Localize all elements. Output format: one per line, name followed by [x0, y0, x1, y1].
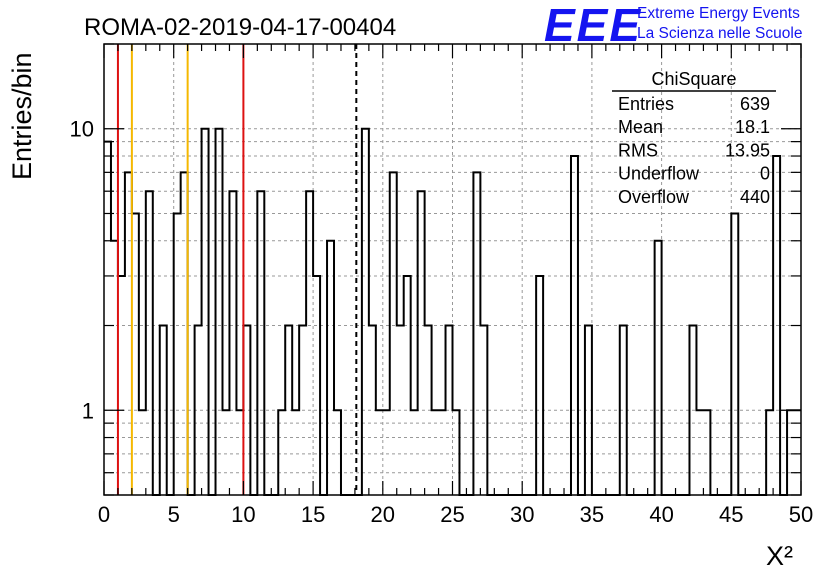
x-axis-label: X² — [766, 541, 793, 571]
stats-value: 440 — [740, 187, 770, 207]
y-tick-label: 10 — [70, 117, 94, 142]
x-tick-label: 30 — [510, 502, 534, 527]
eee-logo: EEE — [544, 0, 642, 51]
stats-label: Overflow — [618, 187, 690, 207]
axes-layer: 0 5 10 15 20 25 30 35 40 45 50 1 10 — [70, 43, 813, 527]
stats-value: 639 — [740, 94, 770, 114]
x-tick-label: 25 — [440, 502, 464, 527]
x-tick-label: 45 — [719, 502, 743, 527]
x-tick-label: 10 — [231, 502, 255, 527]
reference-lines-layer — [116, 44, 358, 495]
logo-line1: Extreme Energy Events — [637, 5, 800, 22]
stats-box: ChiSquare Entries 639 Mean 18.1 RMS 13.95 Under… — [612, 69, 776, 207]
x-tick-label: 15 — [301, 502, 325, 527]
stats-value: 0 — [760, 164, 770, 184]
x-tick-label: 50 — [789, 502, 813, 527]
run-title: ROMA-02-2019-04-17-00404 — [84, 14, 396, 41]
stats-label: Mean — [618, 117, 663, 137]
logo-line2: La Scienza nelle Scuole — [637, 25, 802, 42]
stats-label: RMS — [618, 140, 658, 160]
x-tick-label: 20 — [371, 502, 395, 527]
x-tick-label: 0 — [98, 502, 110, 527]
y-tick-label: 1 — [82, 398, 94, 423]
x-tick-label: 5 — [168, 502, 180, 527]
stats-label: Entries — [618, 94, 674, 114]
x-tick-label: 40 — [649, 502, 673, 527]
stats-label: Underflow — [618, 164, 700, 184]
stats-value: 13.95 — [725, 140, 770, 160]
y-axis-label: Entries/bin — [7, 52, 37, 180]
stats-value: 18.1 — [735, 117, 770, 137]
x-tick-label: 35 — [580, 502, 604, 527]
stats-title: ChiSquare — [651, 69, 736, 89]
